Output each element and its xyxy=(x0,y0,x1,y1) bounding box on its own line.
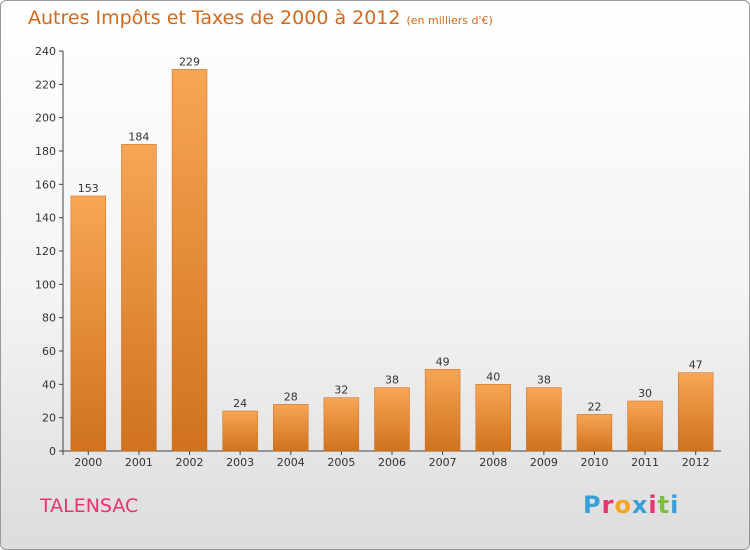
logo-letter: i xyxy=(648,491,658,519)
y-tick-label: 220 xyxy=(35,78,56,91)
bar xyxy=(677,372,714,452)
logo-letter: i xyxy=(670,491,680,519)
bar-value-label: 40 xyxy=(486,370,500,383)
title-main: Autres Impôts et Taxes de 2000 à 2012 xyxy=(28,7,401,29)
x-tick-label: 2012 xyxy=(682,456,710,469)
bar xyxy=(374,387,410,452)
bar-value-label: 30 xyxy=(638,387,652,400)
bar xyxy=(526,387,562,452)
y-tick-label: 100 xyxy=(35,278,56,291)
bar-value-label: 49 xyxy=(436,355,450,368)
proxiti-logo: Proxiti xyxy=(583,491,679,519)
bar xyxy=(70,195,107,452)
bar-value-label: 38 xyxy=(537,374,551,387)
y-tick-label: 160 xyxy=(35,178,56,191)
bar-value-label: 28 xyxy=(284,390,298,403)
y-tick-label: 40 xyxy=(42,378,56,391)
bar xyxy=(171,69,208,452)
x-tick-label: 2008 xyxy=(479,456,507,469)
x-tick-label: 2003 xyxy=(226,456,254,469)
bar xyxy=(273,404,309,452)
x-tick-label: 2004 xyxy=(277,456,305,469)
bar-value-label: 22 xyxy=(587,400,601,413)
x-tick-label: 2001 xyxy=(125,456,153,469)
logo-letter: P xyxy=(583,491,602,519)
bar-value-label: 229 xyxy=(179,55,200,68)
y-tick-label: 20 xyxy=(42,412,56,425)
logo-letter: o xyxy=(614,491,632,519)
bar-value-label: 47 xyxy=(689,359,703,372)
y-tick-label: 80 xyxy=(42,312,56,325)
y-tick-label: 240 xyxy=(35,45,56,58)
x-tick-label: 2009 xyxy=(530,456,558,469)
y-tick-label: 140 xyxy=(35,212,56,225)
x-tick-label: 2007 xyxy=(429,456,457,469)
logo-letter: r xyxy=(601,491,615,519)
data-labels: 153 184 229 24 28 32 38 49 40 38 22 30 47 xyxy=(78,55,703,413)
y-tick-label: 60 xyxy=(42,345,56,358)
bar xyxy=(576,414,613,452)
title-unit: (en milliers d'€) xyxy=(406,14,493,27)
bar xyxy=(424,369,461,452)
x-tick-label: 2002 xyxy=(176,456,204,469)
bar-value-label: 32 xyxy=(334,384,348,397)
y-tick-label: 0 xyxy=(49,445,56,458)
bar xyxy=(323,397,360,452)
x-tick-label: 2011 xyxy=(631,456,659,469)
bar xyxy=(627,400,663,452)
logo-letter: t xyxy=(657,491,671,519)
bar-value-label: 153 xyxy=(78,182,99,195)
bar-value-label: 184 xyxy=(128,130,149,143)
bar xyxy=(222,410,258,452)
y-tick-label: 180 xyxy=(35,145,56,158)
bar-value-label: 38 xyxy=(385,374,399,387)
bar-value-label: 24 xyxy=(233,397,247,410)
y-tick-label: 120 xyxy=(35,245,56,258)
x-tick-label: 2000 xyxy=(74,456,102,469)
x-tick-label: 2006 xyxy=(378,456,406,469)
bars xyxy=(70,69,714,452)
x-tick-label: 2005 xyxy=(327,456,355,469)
bar xyxy=(121,144,157,452)
x-tick-label: 2010 xyxy=(580,456,608,469)
chart-title: Autres Impôts et Taxes de 2000 à 2012 (en… xyxy=(28,7,493,29)
commune-name: TALENSAC xyxy=(40,495,139,517)
bar xyxy=(475,384,511,452)
y-tick-label: 200 xyxy=(35,112,56,125)
logo-letter: x xyxy=(631,491,649,519)
